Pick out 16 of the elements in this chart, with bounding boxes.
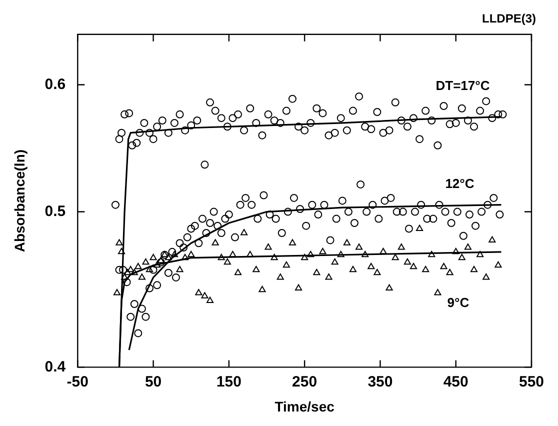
chart-title: LLDPE(3) [482, 12, 536, 26]
y-tick-label: 0.5 [44, 202, 66, 220]
x-tick-label: 50 [144, 373, 162, 390]
x-tick-label: 250 [292, 373, 318, 390]
y-axis-title: Absorbance(ln) [11, 149, 28, 252]
y-tick-label: 0.6 [44, 76, 66, 93]
x-tick-label: 150 [216, 373, 242, 390]
y-tick-label: 0.4 [44, 358, 66, 376]
x-tick-label: -50 [66, 373, 88, 390]
x-tick-label: 550 [518, 373, 544, 390]
x-axis-title: Time/sec [274, 398, 335, 414]
series-label: 9°C [447, 294, 470, 310]
x-tick-label: 450 [443, 373, 468, 390]
series-label: 12°C [445, 176, 475, 192]
x-tick-label: 350 [368, 373, 393, 390]
series-label: DT=17°C [436, 78, 490, 93]
